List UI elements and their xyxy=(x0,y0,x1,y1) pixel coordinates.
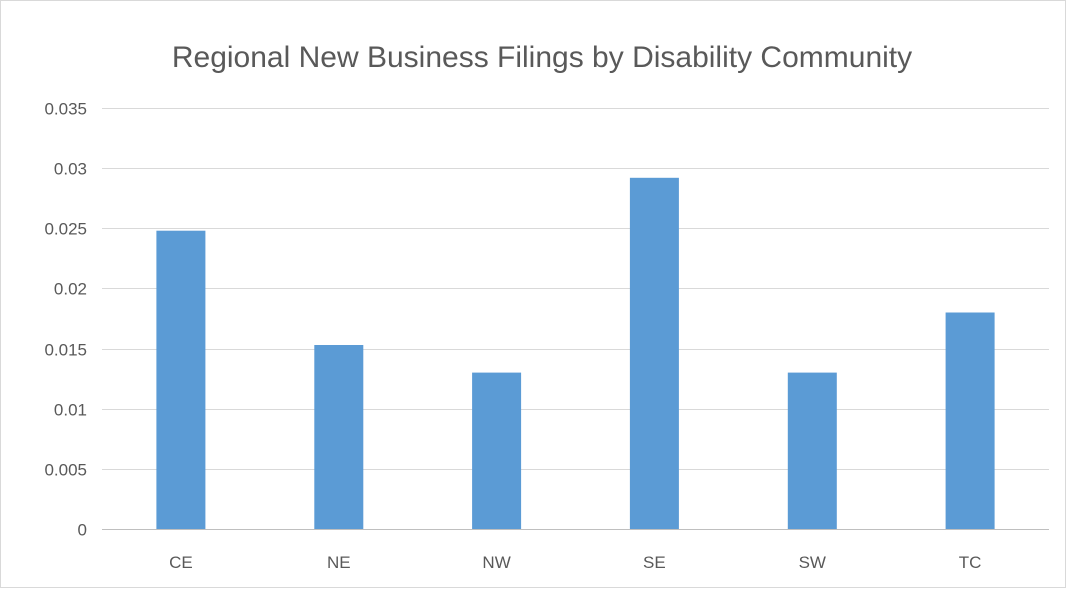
x-tick-label: NW xyxy=(482,553,510,572)
y-tick-label: 0.005 xyxy=(44,461,87,480)
y-tick-label: 0.03 xyxy=(54,160,87,179)
x-tick-label: NE xyxy=(327,553,351,572)
y-tick-label: 0.01 xyxy=(54,401,87,420)
bar-sw xyxy=(787,372,837,529)
bar-ce xyxy=(156,230,206,529)
y-tick-label: 0.035 xyxy=(44,100,87,119)
bar-se xyxy=(629,177,679,530)
bar-tc xyxy=(945,312,995,529)
x-axis-ticks: CE NE NW SE SW TC xyxy=(169,553,981,572)
x-tick-label: SE xyxy=(643,553,666,572)
chart-title: Regional New Business Filings by Disabil… xyxy=(172,41,912,74)
x-tick-label: CE xyxy=(169,553,193,572)
x-tick-label: TC xyxy=(959,553,982,572)
bars xyxy=(156,177,995,530)
gridlines xyxy=(102,108,1049,470)
y-tick-label: 0 xyxy=(78,521,87,540)
y-tick-label: 0.02 xyxy=(54,280,87,299)
y-tick-label: 0.015 xyxy=(44,341,87,360)
y-axis-ticks: 0 0.005 0.01 0.015 0.02 0.025 0.03 0.035 xyxy=(44,100,87,540)
bar-ne xyxy=(314,345,364,529)
y-tick-label: 0.025 xyxy=(44,220,87,239)
bar-nw xyxy=(472,372,522,529)
x-tick-label: SW xyxy=(799,553,826,572)
